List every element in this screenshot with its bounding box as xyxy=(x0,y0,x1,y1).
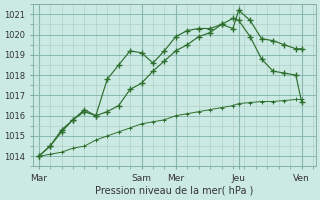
X-axis label: Pression niveau de la mer( hPa ): Pression niveau de la mer( hPa ) xyxy=(95,186,253,196)
